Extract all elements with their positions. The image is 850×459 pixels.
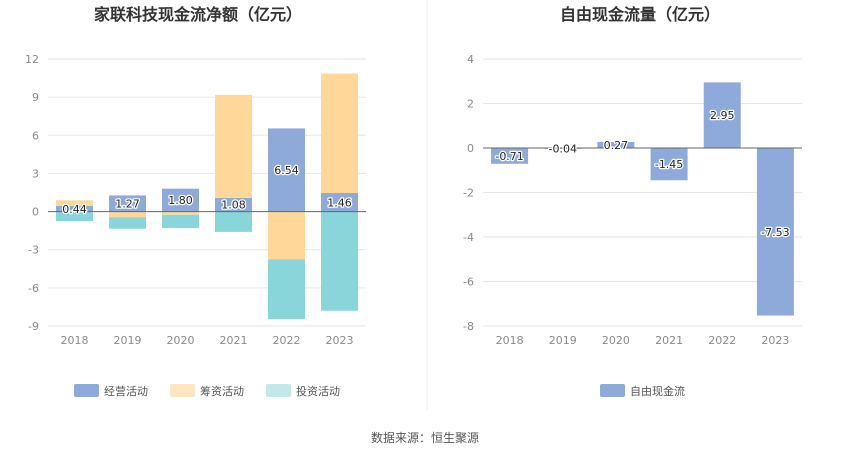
- y-tick-label: 3: [32, 167, 39, 180]
- bar-自由现金流: [703, 82, 741, 148]
- x-tick-label: 2020: [602, 334, 630, 347]
- bar-投资活动: [268, 259, 305, 320]
- bar-自由现金流: [597, 141, 635, 148]
- bar-筹资活动: [268, 211, 305, 260]
- x-tick-label: 2022: [708, 334, 736, 347]
- legend-label: 投资活动: [296, 384, 340, 398]
- x-tick-label: 2022: [273, 334, 301, 347]
- x-tick-label: 2020: [167, 334, 195, 347]
- chart-title: 家联科技现金流净额（亿元）: [94, 5, 302, 24]
- x-tick-label: 2018: [61, 334, 89, 347]
- free-cash-flow-chart: 自由现金流量（亿元） 4 2 0 -2 -4 -6 -8 2018 2019 2020 2021 202…: [463, 5, 802, 398]
- x-tick-label: 2018: [496, 334, 524, 347]
- y-tick-label: -3: [28, 244, 39, 257]
- x-tick-label: 2021: [655, 334, 683, 347]
- bar-投资活动: [162, 214, 199, 229]
- y-tick-label: -8: [463, 320, 474, 333]
- cash-flow-net-chart: 家联科技现金流净额（亿元） 12 9 6 3 0 -3 -6 -9 2018 2019 2020 202…: [25, 5, 366, 398]
- y-tick-label: 0: [467, 142, 474, 155]
- bar-筹资活动: [56, 200, 93, 206]
- y-tick-label: 0: [32, 206, 39, 219]
- bar-筹资活动: [109, 211, 146, 218]
- data-label: 1.08: [221, 199, 246, 212]
- data-label: -1.45: [655, 158, 683, 171]
- bar-筹资活动: [215, 94, 252, 198]
- data-label: 2.95: [710, 109, 735, 122]
- x-tick-label: 2019: [549, 334, 577, 347]
- y-tick-label: 4: [467, 53, 474, 66]
- y-tick-label: -6: [28, 282, 39, 295]
- data-label: -7.53: [761, 226, 789, 239]
- data-label: 0.44: [62, 203, 87, 216]
- y-tick-label: 2: [467, 98, 474, 111]
- x-tick-label: 2019: [114, 334, 142, 347]
- data-source-note: 数据来源：恒生聚源: [370, 431, 479, 445]
- bar-筹资活动: [162, 211, 199, 215]
- legend-swatch: [170, 384, 195, 397]
- y-tick-label: 12: [25, 53, 39, 66]
- bar-经营活动: [215, 197, 252, 212]
- legend-label: 筹资活动: [200, 384, 244, 398]
- data-label: 1.80: [168, 194, 193, 207]
- bar-投资活动: [321, 211, 358, 311]
- bar-自由现金流: [650, 148, 688, 181]
- data-label: 1.27: [115, 197, 140, 210]
- x-tick-label: 2021: [220, 334, 248, 347]
- legend-label: 经营活动: [104, 384, 148, 398]
- bar-经营活动: [56, 205, 93, 212]
- bar-筹资活动: [321, 73, 358, 194]
- legend-swatch: [266, 384, 291, 397]
- data-label: 0.27: [604, 139, 629, 152]
- y-tick-label: -6: [463, 276, 474, 289]
- bar-自由现金流: [756, 148, 794, 316]
- y-tick-label: 9: [32, 91, 39, 104]
- y-tick-label: 6: [32, 129, 39, 142]
- bar-经营活动: [162, 188, 199, 212]
- bar-投资活动: [56, 211, 93, 222]
- bar-经营活动: [268, 128, 305, 212]
- bar-经营活动: [109, 195, 146, 212]
- bar-投资活动: [215, 211, 252, 232]
- data-label: 6.54: [274, 164, 299, 177]
- x-tick-label: 2023: [761, 334, 789, 347]
- chart-title: 自由现金流量（亿元）: [560, 5, 720, 24]
- y-tick-label: -9: [28, 320, 39, 333]
- x-tick-label: 2023: [326, 334, 354, 347]
- data-label: 1.46: [327, 196, 352, 209]
- data-label: -0.04: [549, 142, 577, 155]
- bar-投资活动: [109, 217, 146, 229]
- bar-经营活动: [321, 193, 358, 212]
- y-tick-label: -2: [463, 187, 474, 200]
- data-label: -0.71: [495, 150, 523, 163]
- y-tick-label: -4: [463, 231, 474, 244]
- bar-自由现金流: [491, 148, 529, 164]
- legend-swatch: [74, 384, 99, 397]
- legend-label: 自由现金流: [630, 384, 685, 398]
- legend-swatch: [600, 384, 625, 397]
